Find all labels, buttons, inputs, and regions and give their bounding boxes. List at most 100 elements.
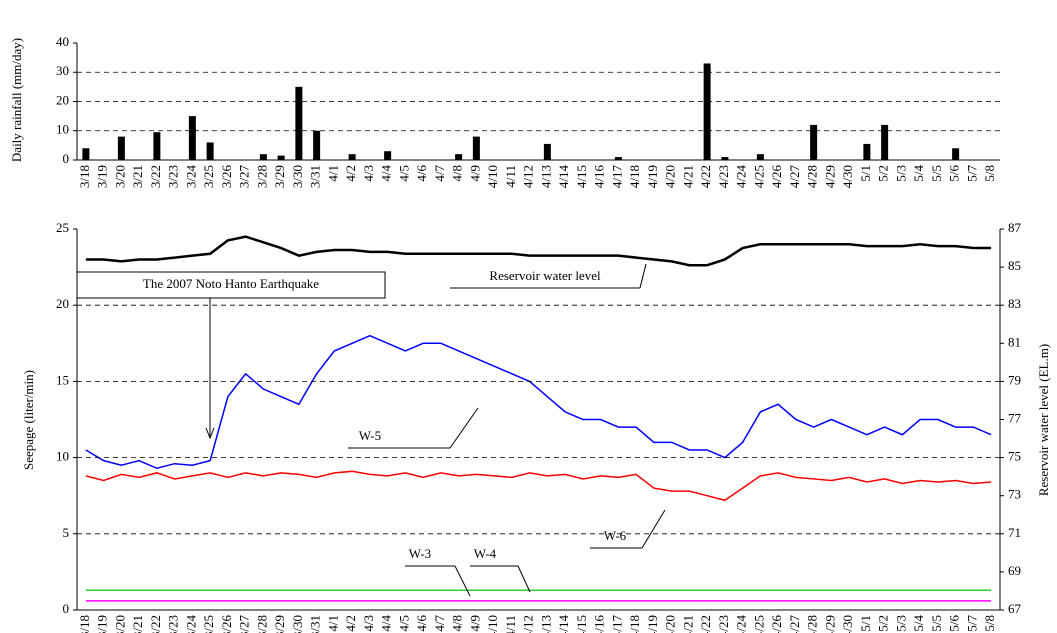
bar xyxy=(153,132,161,160)
x-tick-label: 3/27 xyxy=(237,165,252,189)
bar xyxy=(952,148,960,160)
x-tick-label: 5/3 xyxy=(893,165,908,182)
x-tick-label: 4/21 xyxy=(680,615,695,633)
x-tick-label: 4/5 xyxy=(396,615,411,632)
x-tick-label: 5/2 xyxy=(876,165,891,182)
y2-tick-label: 75 xyxy=(1008,449,1021,464)
x-tick-label: 5/3 xyxy=(893,615,908,632)
x-tick-label: 3/29 xyxy=(272,615,287,633)
x-tick-label: 4/23 xyxy=(716,165,731,188)
x-tick-label: 3/28 xyxy=(254,165,269,188)
arrow xyxy=(639,263,647,289)
x-tick-label: 5/1 xyxy=(858,615,873,632)
x-tick-label: 4/30 xyxy=(840,165,855,188)
annotation: The 2007 Noto Hanto Earthquake xyxy=(143,276,319,291)
x-tick-label: 3/18 xyxy=(77,165,92,188)
x-tick-label: 3/23 xyxy=(166,165,181,188)
x-tick-label: 4/13 xyxy=(538,615,553,633)
x-tick-label: 3/26 xyxy=(219,615,234,633)
y2-tick-label: 71 xyxy=(1008,525,1021,540)
x-tick-label: 4/27 xyxy=(787,165,802,189)
x-tick-label: 4/1 xyxy=(325,165,340,182)
y-tick-label: 20 xyxy=(56,296,69,311)
x-tick-label: 4/12 xyxy=(521,615,536,633)
x-tick-label: 4/14 xyxy=(556,165,571,189)
x-tick-label: 3/19 xyxy=(95,165,110,188)
x-tick-label: 4/3 xyxy=(361,615,376,632)
bar xyxy=(863,143,871,160)
series-label: W-6 xyxy=(604,528,627,543)
x-tick-label: 4/4 xyxy=(379,615,394,632)
x-tick-label: 4/18 xyxy=(627,165,642,188)
x-tick-label: 3/29 xyxy=(272,165,287,188)
x-tick-label: 4/16 xyxy=(592,615,607,633)
x-tick-label: 4/8 xyxy=(450,165,465,182)
x-tick-label: 4/28 xyxy=(805,165,820,188)
x-tick-label: 5/8 xyxy=(982,165,997,182)
x-tick-label: 4/17 xyxy=(609,615,624,633)
x-tick-label: 4/29 xyxy=(822,615,837,633)
x-tick-label: 4/18 xyxy=(627,615,642,633)
y-tick-label: 40 xyxy=(56,34,69,49)
x-tick-label: 4/22 xyxy=(698,615,713,633)
x-tick-label: 4/6 xyxy=(414,165,429,182)
bar xyxy=(277,155,285,160)
x-tick-label: 4/28 xyxy=(805,615,820,633)
x-tick-label: 4/13 xyxy=(538,165,553,188)
y2-tick-label: 85 xyxy=(1008,258,1021,273)
x-tick-label: 5/1 xyxy=(858,165,873,182)
x-tick-label: 4/26 xyxy=(769,165,784,189)
x-tick-label: 4/27 xyxy=(787,615,802,633)
series-label: W-4 xyxy=(474,546,497,561)
y2-tick-label: 81 xyxy=(1008,334,1021,349)
x-tick-label: 4/22 xyxy=(698,165,713,188)
x-tick-label: 3/18 xyxy=(77,615,92,633)
x-tick-label: 3/20 xyxy=(112,165,127,188)
x-tick-label: 4/7 xyxy=(432,615,447,632)
arrow xyxy=(517,565,531,593)
series-line xyxy=(85,470,992,502)
bar xyxy=(881,124,889,160)
x-tick-label: 4/20 xyxy=(663,615,678,633)
arrow-head xyxy=(205,427,215,440)
x-tick-label: 5/4 xyxy=(911,165,926,182)
bar xyxy=(543,143,551,160)
bar xyxy=(295,86,303,160)
y-tick-label: 10 xyxy=(56,449,69,464)
x-tick-label: 4/24 xyxy=(734,165,749,189)
bar xyxy=(472,136,480,160)
y-tick-label: 30 xyxy=(56,63,69,78)
x-tick-label: 3/24 xyxy=(183,615,198,633)
x-tick-label: 5/2 xyxy=(876,615,891,632)
x-tick-label: 4/11 xyxy=(503,165,518,188)
series-label: W-3 xyxy=(409,546,431,561)
x-tick-label: 3/25 xyxy=(201,615,216,633)
x-tick-label: 4/2 xyxy=(343,165,358,182)
x-tick-label: 4/5 xyxy=(396,165,411,182)
y-tick-label: 20 xyxy=(56,92,69,107)
x-tick-label: 4/1 xyxy=(325,615,340,632)
y-tick-label: 0 xyxy=(63,151,70,166)
x-tick-label: 5/7 xyxy=(964,165,979,182)
x-tick-label: 3/21 xyxy=(130,615,145,633)
y-axis-title: Seepage (liter/min) xyxy=(21,370,36,470)
bar xyxy=(810,124,818,160)
x-tick-label: 4/12 xyxy=(521,165,536,188)
x-tick-label: 4/14 xyxy=(556,615,571,633)
x-tick-label: 3/21 xyxy=(130,165,145,188)
x-tick-label: 3/30 xyxy=(290,165,305,188)
x-tick-label: 3/23 xyxy=(166,615,181,633)
x-tick-label: 3/31 xyxy=(308,165,323,188)
x-tick-label: 4/20 xyxy=(663,165,678,188)
series-label: Reservoir water level xyxy=(489,268,601,283)
arrow xyxy=(449,407,479,449)
x-tick-label: 4/17 xyxy=(609,165,624,189)
x-tick-label: 3/27 xyxy=(237,615,252,633)
y2-tick-label: 77 xyxy=(1008,410,1022,425)
x-tick-label: 4/15 xyxy=(574,165,589,188)
annotations: The 2007 Noto Hanto Earthquake Reservoir… xyxy=(76,263,666,597)
x-tick-label: 3/25 xyxy=(201,165,216,188)
y-tick-label: 15 xyxy=(56,372,69,387)
y2-tick-label: 69 xyxy=(1008,563,1021,578)
